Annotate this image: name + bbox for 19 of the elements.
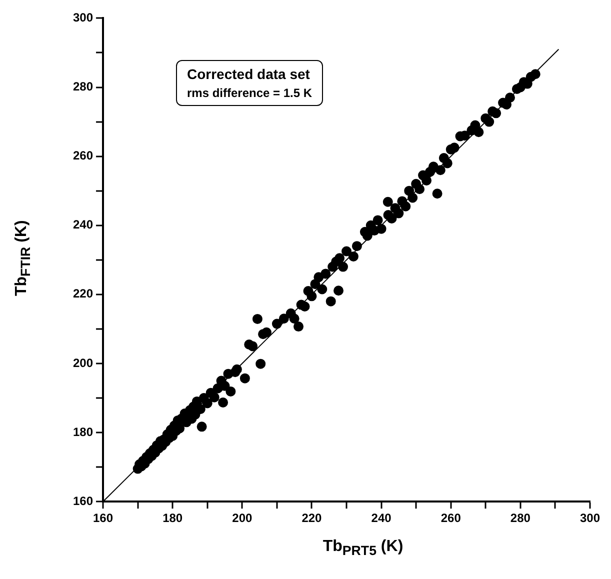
x-tick-label: 160: [93, 511, 114, 526]
y-tick-label: 160: [72, 494, 94, 508]
y-tick-label: 300: [72, 10, 94, 25]
x-tick-label: 220: [302, 511, 322, 526]
y-tick-label: 260: [72, 148, 94, 163]
y-tick-label: 280: [72, 80, 94, 94]
x-tick-label: 200: [232, 511, 252, 526]
annotation: Corrected data set: [187, 66, 311, 82]
x-tick-label: 180: [162, 511, 183, 526]
y-tick-label: 240: [72, 218, 94, 232]
x-tick-label: 280: [510, 511, 531, 526]
x-tick-label: 240: [371, 511, 392, 526]
x-tick-label: 260: [440, 511, 462, 526]
y-tick-label: 180: [72, 424, 94, 439]
x-axis-title: Tb$_{PRT5}$ (K): [322, 538, 404, 558]
y-tick-label: 200: [72, 356, 94, 370]
annotation: rms difference = 1.5 K: [187, 86, 312, 100]
y-tick-label: 220: [72, 286, 94, 301]
x-tick-label: 300: [580, 511, 600, 526]
